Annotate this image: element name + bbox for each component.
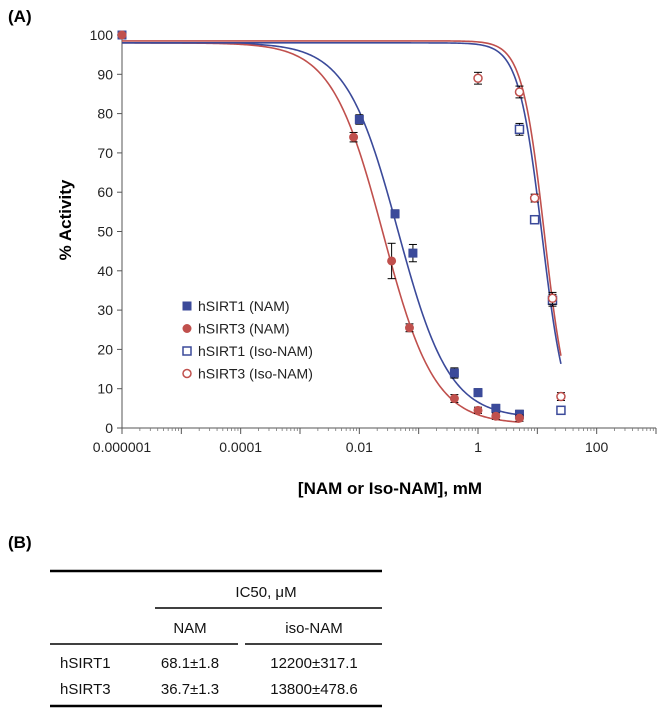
y-tick-label: 10 [97,381,113,397]
fit-curve-4 [122,40,562,356]
legend-marker-3 [182,346,192,356]
data-point-s4 [547,293,558,304]
data-point-s3 [529,214,540,225]
x-axis-title: [NAM or Iso-NAM], mM [298,479,482,498]
y-tick-label: 20 [97,341,113,357]
table-row-label: hSIRT1 [60,655,111,672]
legend-marker-4 [182,368,192,379]
data-points [117,30,566,423]
fit-curves [122,40,562,423]
data-point-s1 [491,403,501,413]
data-point-s2 [491,411,501,421]
panel-a-label: (A) [8,7,32,26]
y-tick-label: 0 [105,420,113,436]
data-point-s4 [514,87,525,97]
legend-marker-2 [182,324,192,333]
table-cell: 36.7±1.3 [161,681,219,698]
legend-label-3: hSIRT1 (Iso-NAM) [198,343,313,359]
legend: hSIRT1 (NAM) hSIRT3 (NAM) hSIRT1 (Iso-NAM)… [182,298,313,382]
y-tick-label: 80 [97,106,113,122]
y-axis-title: % Activity [56,179,75,260]
data-point-s2 [387,256,397,266]
y-tick-label: 70 [97,145,113,161]
legend-label-4: hSIRT3 (Iso-NAM) [198,366,313,382]
data-point-s1 [390,209,400,219]
fit-curve-1 [122,42,520,416]
data-point-s3 [556,405,566,416]
data-point-s4 [529,193,540,203]
data-point-s2 [404,323,414,333]
plot-axes: 0 10 20 30 40 50 60 70 80 90 100 0.000001 0.0001 0.01… [90,27,657,455]
data-point-s4 [556,391,566,402]
data-point-s3 [514,124,525,135]
ic50-table: IC50, μM NAM iso-NAM hSIRT1 68.1±1.8 122… [50,569,382,708]
data-point-s2 [449,394,459,404]
y-tick-label: 100 [90,27,114,43]
x-tick-label: 100 [585,439,609,455]
data-point-s1 [473,388,483,398]
data-point-s2 [349,132,359,142]
table-row-label: hSIRT3 [60,681,111,698]
x-tick-label: 1 [474,439,482,455]
y-tick-label: 40 [97,263,113,279]
table-cell: 68.1±1.8 [161,655,219,672]
data-point-s1 [408,248,418,258]
data-point-s4 [473,73,483,83]
table-cell: 13800±478.6 [270,681,357,698]
data-point-s1 [449,368,459,378]
y-tick-label: 50 [97,224,113,240]
fit-curve-2 [122,42,520,423]
fit-curve-3 [122,42,562,365]
y-tick-label: 30 [97,302,113,318]
y-tick-label: 90 [97,66,113,82]
data-point-s2 [473,405,483,415]
data-point-s1 [354,114,364,124]
legend-label-2: hSIRT3 (NAM) [198,321,290,337]
data-point-s2 [117,30,127,40]
table-cell: 12200±317.1 [270,655,357,672]
x-tick-label: 0.01 [346,439,373,455]
data-point-s2 [514,413,524,423]
x-tick-label: 0.000001 [93,439,152,455]
table-col-nam: NAM [173,620,206,637]
legend-label-1: hSIRT1 (NAM) [198,298,290,314]
y-tick-label: 60 [97,184,113,200]
table-header-group: IC50, μM [235,584,296,601]
legend-marker-1 [182,301,192,311]
panel-b-label: (B) [8,533,32,552]
table-col-iso-nam: iso-NAM [285,620,343,637]
x-tick-label: 0.0001 [219,439,262,455]
